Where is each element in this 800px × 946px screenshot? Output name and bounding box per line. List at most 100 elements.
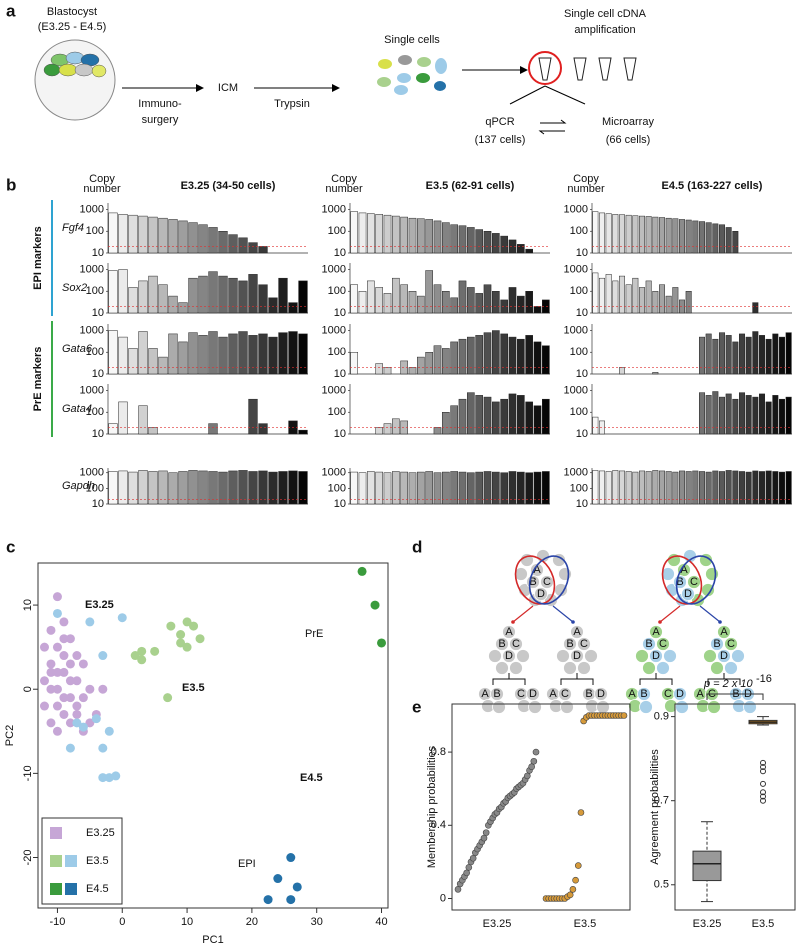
bar <box>625 471 632 505</box>
point <box>52 667 62 677</box>
bar <box>258 423 268 435</box>
bar <box>375 287 383 314</box>
bar <box>218 275 228 314</box>
plot-frame <box>451 703 631 911</box>
point <box>377 638 387 648</box>
y-axis-title: Membership probabilities <box>426 745 438 868</box>
bar <box>533 405 542 435</box>
bar <box>705 471 712 505</box>
bar <box>672 218 679 254</box>
bar <box>765 338 772 375</box>
bar <box>508 239 517 254</box>
legend-swatch <box>50 883 62 895</box>
axis-title: Copy <box>331 173 357 185</box>
axis-title: Copy <box>89 173 115 185</box>
node <box>577 637 591 651</box>
node-letter: D <box>573 650 581 662</box>
node <box>577 661 591 675</box>
node <box>514 567 528 581</box>
bar <box>108 423 118 435</box>
bar <box>672 287 679 314</box>
y-tick-label: 100 <box>328 285 346 297</box>
bar <box>639 287 645 314</box>
bar <box>645 471 652 505</box>
node-letter: A <box>549 688 557 700</box>
point <box>532 748 540 756</box>
x-tick-label: E3.5 <box>752 918 775 930</box>
bar <box>533 471 542 505</box>
bar <box>745 336 752 375</box>
bar <box>278 277 288 314</box>
bar <box>417 471 425 505</box>
exchange-arrows <box>538 119 567 135</box>
point <box>59 667 69 677</box>
bar <box>350 352 358 375</box>
node-letter: B <box>640 688 647 700</box>
y-axis-title: Agreement probabilities <box>649 749 661 865</box>
point <box>292 882 302 892</box>
bar <box>400 216 408 254</box>
bar <box>417 218 425 254</box>
point <box>39 701 49 711</box>
bar <box>298 471 308 505</box>
arrowhead <box>520 66 528 74</box>
y-tick-label: 100 <box>570 285 588 297</box>
bar <box>779 471 785 505</box>
bar <box>383 472 392 505</box>
bar <box>785 396 792 435</box>
bar <box>383 423 392 435</box>
y-tick-label: 1000 <box>564 203 588 215</box>
bar <box>739 471 745 505</box>
arrow-tip <box>511 620 515 624</box>
bar <box>238 280 248 314</box>
bar <box>605 471 612 505</box>
bar <box>218 231 228 254</box>
y-tick-label: 10 <box>576 307 588 319</box>
highlight <box>528 51 562 85</box>
point <box>163 693 173 703</box>
point <box>59 693 69 703</box>
bar <box>592 211 599 254</box>
bar <box>392 418 400 435</box>
y-tick-label: 10 <box>92 307 104 319</box>
bar <box>148 471 158 505</box>
split <box>560 673 594 685</box>
a-text: qPCR <box>485 116 514 128</box>
bar <box>158 356 168 375</box>
bar <box>128 348 138 375</box>
y-tick-label: 1000 <box>80 467 104 479</box>
group-label: PrE markers <box>32 347 44 412</box>
bar <box>759 393 765 435</box>
y-tick-label: 100 <box>328 482 346 494</box>
point <box>469 854 477 862</box>
point <box>574 862 582 869</box>
bar <box>367 213 375 254</box>
node <box>509 661 523 675</box>
point <box>577 809 585 816</box>
bar <box>542 398 550 435</box>
bar <box>433 345 442 375</box>
bar <box>483 284 492 314</box>
y-tick-label: 100 <box>86 225 104 237</box>
split <box>707 673 741 685</box>
point <box>78 722 88 732</box>
legend-label: E3.25 <box>86 827 115 839</box>
cell <box>434 81 446 91</box>
arrow <box>544 85 586 105</box>
bar <box>408 217 417 254</box>
bar <box>400 471 408 505</box>
bar <box>258 284 268 314</box>
point <box>465 864 473 871</box>
cell <box>397 73 411 83</box>
point <box>530 757 538 765</box>
y-tick-label: 100 <box>328 406 346 418</box>
node-letter: A <box>680 564 688 576</box>
bar <box>500 235 508 254</box>
node <box>642 637 656 651</box>
bar <box>772 395 779 435</box>
bar <box>392 215 400 254</box>
y-tick-label: 100 <box>86 406 104 418</box>
point <box>85 617 95 627</box>
node-letter: B <box>645 638 652 650</box>
